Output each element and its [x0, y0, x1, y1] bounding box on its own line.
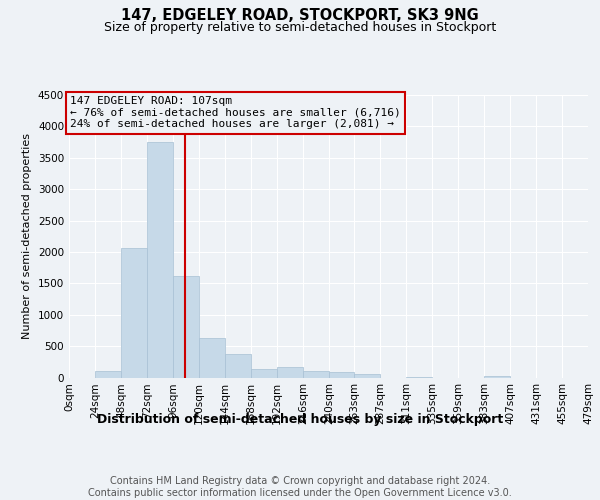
- Y-axis label: Number of semi-detached properties: Number of semi-detached properties: [22, 133, 32, 339]
- Bar: [329, 372, 354, 378]
- Bar: [95, 371, 121, 378]
- Bar: [199, 338, 225, 378]
- Bar: [121, 248, 147, 378]
- Bar: [147, 142, 173, 378]
- Bar: [484, 376, 510, 378]
- Bar: [225, 354, 251, 378]
- Bar: [173, 276, 199, 378]
- Text: Distribution of semi-detached houses by size in Stockport: Distribution of semi-detached houses by …: [97, 412, 503, 426]
- Bar: [406, 377, 432, 378]
- Text: 147, EDGELEY ROAD, STOCKPORT, SK3 9NG: 147, EDGELEY ROAD, STOCKPORT, SK3 9NG: [121, 8, 479, 22]
- Text: Contains HM Land Registry data © Crown copyright and database right 2024.
Contai: Contains HM Land Registry data © Crown c…: [88, 476, 512, 498]
- Bar: [354, 374, 380, 378]
- Bar: [251, 370, 277, 378]
- Bar: [277, 367, 303, 378]
- Text: 147 EDGELEY ROAD: 107sqm
← 76% of semi-detached houses are smaller (6,716)
24% o: 147 EDGELEY ROAD: 107sqm ← 76% of semi-d…: [70, 96, 401, 130]
- Text: Size of property relative to semi-detached houses in Stockport: Size of property relative to semi-detach…: [104, 21, 496, 34]
- Bar: [303, 371, 329, 378]
